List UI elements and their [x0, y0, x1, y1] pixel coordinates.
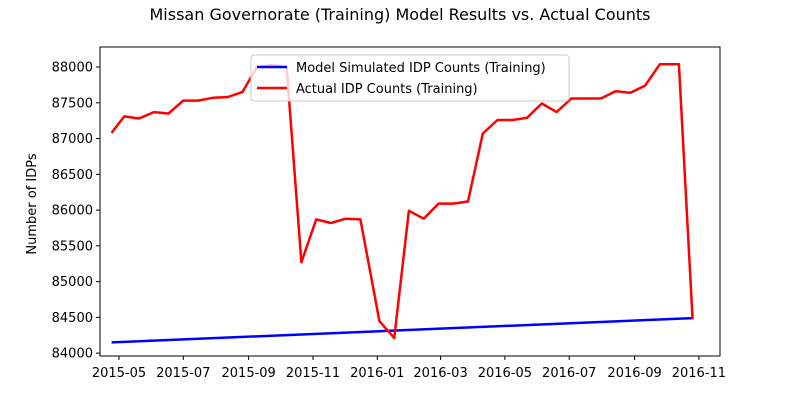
x-tick-label: 2015-05 [92, 366, 146, 381]
legend-box [250, 54, 570, 102]
y-tick-label: 86500 [52, 168, 93, 183]
y-tick-label: 88000 [52, 61, 93, 76]
x-tick-label: 2016-07 [542, 366, 596, 381]
chart-title: Missan Governorate (Training) Model Resu… [150, 5, 651, 24]
y-axis-label: Number of IDPs [25, 153, 40, 254]
y-tick-label: 85000 [52, 275, 93, 290]
actual-counts-series-line [110, 62, 694, 340]
y-tick-label: 85500 [52, 239, 93, 254]
x-tick-label: 2015-11 [286, 366, 340, 381]
x-tick-label: 2016-09 [607, 366, 661, 381]
legend: Model Simulated IDP Counts (Training) Act… [250, 54, 570, 102]
legend-label-actual: Actual IDP Counts (Training) [296, 82, 478, 97]
legend-label-model: Model Simulated IDP Counts (Training) [296, 61, 546, 76]
x-tick-label: 2016-03 [413, 366, 467, 381]
plot-area: 84000 84500 85000 85500 86000 86500 87000 87500… [52, 46, 726, 381]
x-tick-label: 2016-05 [478, 366, 532, 381]
plot-frame [99, 46, 721, 357]
y-tick-label: 84000 [52, 347, 93, 362]
y-tick-label: 87000 [52, 132, 93, 147]
y-tick-label: 86000 [52, 204, 93, 219]
y-tick-label: 87500 [52, 96, 93, 111]
y-tick-label: 84500 [52, 311, 93, 326]
x-tick-label: 2016-01 [350, 366, 404, 381]
x-tick-label: 2015-09 [222, 366, 276, 381]
x-tick-label: 2016-11 [672, 366, 726, 381]
model-simulated-series-line [111, 316, 693, 344]
x-tick-label: 2015-07 [156, 366, 210, 381]
